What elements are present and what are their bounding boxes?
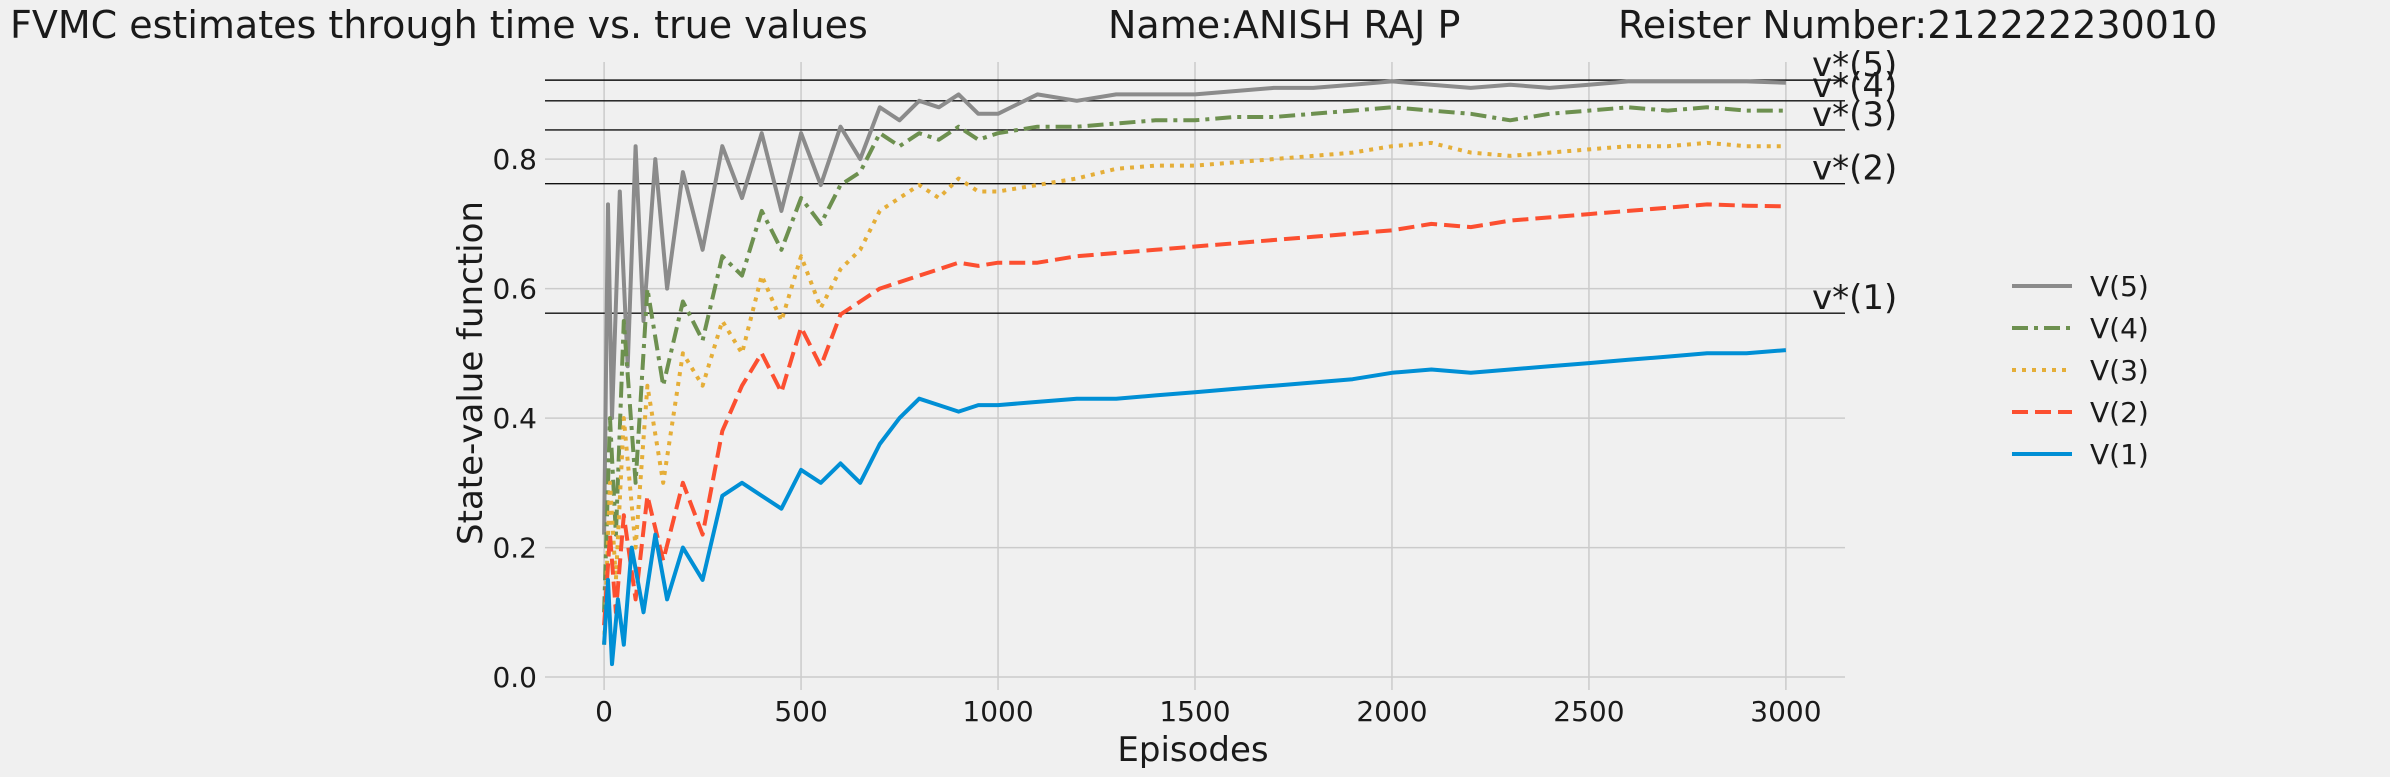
- series-line-v1: [602, 348, 1787, 667]
- x-axis-label: Episodes: [1117, 730, 1268, 770]
- series-line-v4: [602, 105, 1786, 613]
- x-tick-label: 2500: [1553, 695, 1624, 728]
- legend: V(5) V(4) V(3) V(2) V(1): [2012, 270, 2149, 471]
- legend-label: V(2): [2090, 396, 2149, 429]
- true-value-label: v*(3): [1812, 95, 1897, 135]
- legend-label: V(3): [2090, 354, 2149, 387]
- series-line-v5: [602, 79, 1786, 535]
- chart-title: FVMC estimates through time vs. true val…: [10, 3, 868, 47]
- true-value-label: v*(5): [1812, 45, 1897, 85]
- x-tick-label: 3000: [1750, 695, 1821, 728]
- x-tick-label: 1500: [1159, 695, 1230, 728]
- y-tick-label: 0.8: [492, 143, 537, 176]
- y-tick-label: 0.4: [492, 402, 537, 435]
- y-axis-label: State-value function: [451, 201, 491, 545]
- series-layer: [602, 79, 1787, 667]
- series-line-v2: [602, 202, 1786, 626]
- grid-layer: [545, 62, 1845, 690]
- true-value-label: v*(2): [1812, 149, 1897, 189]
- true-value-label: v*(1): [1812, 278, 1897, 318]
- x-tick-label: 500: [774, 695, 827, 728]
- y-tick-label: 0.6: [492, 273, 537, 306]
- y-tick-label: 0.0: [492, 661, 537, 694]
- legend-label: V(4): [2090, 312, 2149, 345]
- true-value-label: v*(4): [1812, 66, 1897, 106]
- x-tick-label: 1000: [962, 695, 1033, 728]
- tick-layer: 0 500 1000 1500 2000 2500 3000 0.0 0.2 0.4 0.6 0.8: [492, 143, 1821, 728]
- legend-label: V(1): [2090, 438, 2149, 471]
- legend-label: V(5): [2090, 270, 2149, 303]
- register-number-label: Reister Number:212222230010: [1618, 3, 2217, 47]
- x-tick-label: 2000: [1356, 695, 1427, 728]
- x-tick-label: 0: [595, 695, 613, 728]
- y-tick-label: 0.2: [492, 532, 537, 565]
- student-name-label: Name:ANISH RAJ P: [1108, 3, 1460, 47]
